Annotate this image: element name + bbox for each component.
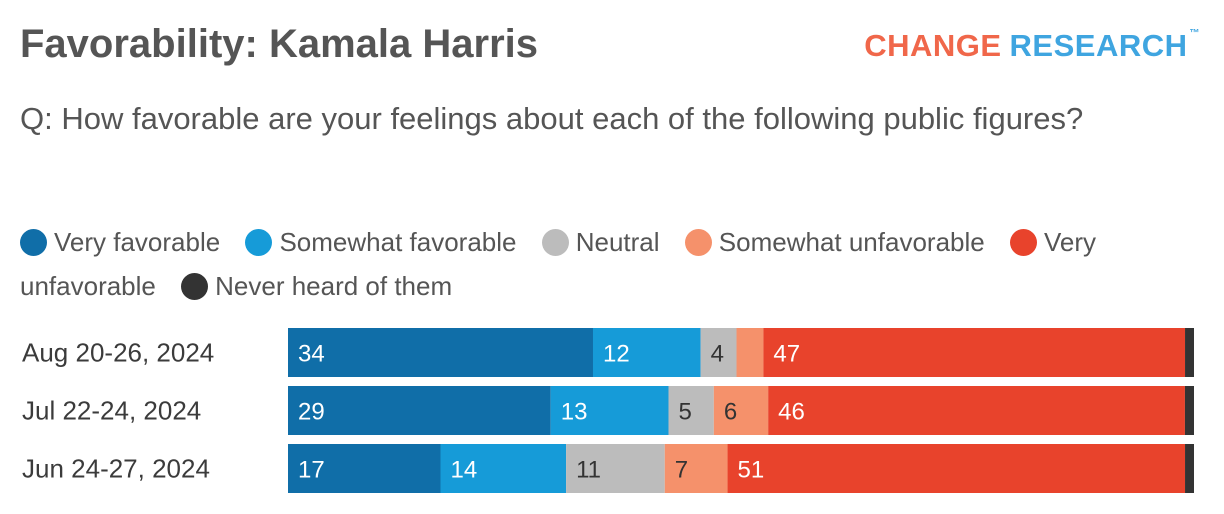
data-label: 29 xyxy=(298,399,325,426)
data-label: 6 xyxy=(724,399,737,426)
chart-title: Favorability: Kamala Harris xyxy=(20,22,538,66)
legend-item-very-favorable: Very favorable xyxy=(20,227,238,257)
data-label: 47 xyxy=(773,341,800,368)
legend-swatch-somewhat-favorable xyxy=(245,229,273,256)
bar-segment xyxy=(288,444,441,493)
bar-segment xyxy=(288,386,551,435)
data-label: 11 xyxy=(576,457,601,484)
data-label: 14 xyxy=(450,457,477,484)
bar-segment xyxy=(668,386,714,435)
legend-label: Somewhat favorable xyxy=(279,227,517,257)
legend-item-neutral: Neutral xyxy=(541,227,678,257)
bar-segment xyxy=(736,328,764,377)
bar-segment xyxy=(713,386,769,435)
data-label: 17 xyxy=(298,457,325,484)
row-label: Jul 22-24, 2024 xyxy=(22,396,201,426)
bar-segment xyxy=(566,444,665,493)
survey-question: Q: How favorable are your feelings about… xyxy=(20,101,1084,136)
legend-label: Somewhat unfavorable xyxy=(718,227,985,257)
bar-segment xyxy=(440,444,567,493)
logo-trademark: ™ xyxy=(1189,28,1200,39)
change-research-logo: CHANGE RESEARCH ™ xyxy=(864,28,1200,64)
bar-segment xyxy=(700,328,737,377)
legend-swatch-somewhat-unfavorable xyxy=(684,229,712,256)
logo-word-research: RESEARCH xyxy=(1009,28,1188,63)
logo-word-change: CHANGE xyxy=(864,28,1002,63)
bar-segment xyxy=(664,444,728,493)
legend-swatch-never-heard xyxy=(181,273,209,300)
legend-swatch-very-unfavorable xyxy=(1009,229,1037,256)
legend-label: Neutral xyxy=(575,227,660,257)
bar-segment xyxy=(592,328,701,377)
data-label: 4 xyxy=(711,341,724,368)
bar-segment xyxy=(1185,444,1194,493)
legend-item-somewhat-unfavorable: Somewhat unfavorable xyxy=(684,227,1003,257)
legend-swatch-very-favorable xyxy=(20,229,47,256)
legend-item-very-unfavorable: Very unfavorable xyxy=(20,227,1096,301)
legend-item-never-heard: Never heard of them xyxy=(181,271,470,301)
bar-segment xyxy=(763,328,1186,377)
data-label: 13 xyxy=(561,399,588,426)
legend-label: Never heard of them xyxy=(215,271,453,301)
data-label: 12 xyxy=(603,341,630,368)
data-label: 34 xyxy=(298,341,325,368)
data-label: 51 xyxy=(738,457,765,484)
legend-label: Very favorable xyxy=(54,227,221,257)
bar-segment xyxy=(768,386,1185,435)
data-label: 5 xyxy=(679,399,692,426)
row-label: Aug 20-26, 2024 xyxy=(22,338,214,368)
legend-item-somewhat-favorable: Somewhat favorable xyxy=(245,227,534,257)
bar-segment xyxy=(1184,386,1194,435)
legend-label: Very unfavorable xyxy=(20,227,1096,301)
bar-segment xyxy=(1185,328,1194,377)
bar-segment xyxy=(550,386,669,435)
bar-segment xyxy=(727,444,1186,493)
data-label: 46 xyxy=(778,399,805,426)
data-label: 7 xyxy=(675,457,688,484)
row-label: Jun 24-27, 2024 xyxy=(22,454,210,484)
legend-swatch-neutral xyxy=(541,229,569,256)
bar-segment xyxy=(288,328,593,377)
chart-legend: Very favorable Somewhat favorable Neutra… xyxy=(20,220,1210,308)
